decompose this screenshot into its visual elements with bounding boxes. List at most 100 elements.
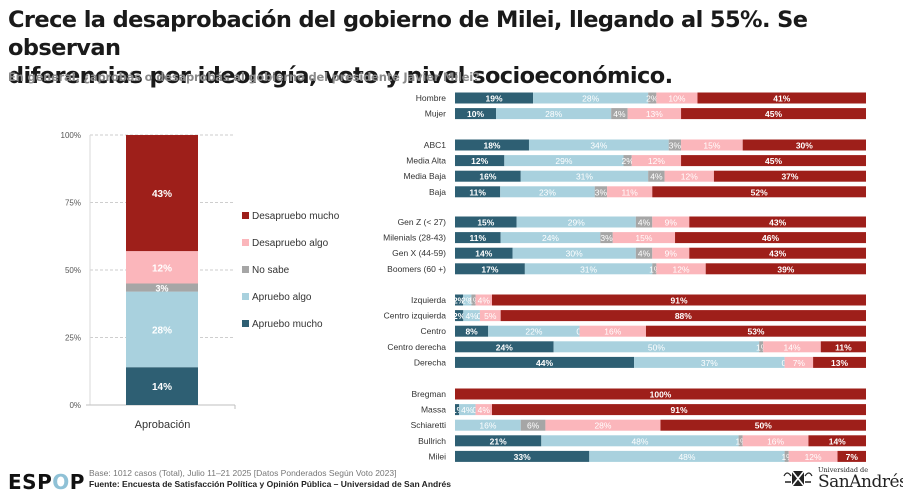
data-label: 4% xyxy=(465,311,478,321)
bar-segment-desapruebo-mucho xyxy=(837,450,866,462)
bar-segment-apruebo-algo xyxy=(634,356,785,368)
bar-segment-apruebo-mucho xyxy=(455,232,501,244)
bar-segment-apruebo-mucho xyxy=(455,108,497,120)
data-label: 21% xyxy=(490,436,507,446)
bar-segment-desapruebo-mucho xyxy=(689,216,866,228)
bar-segment-apruebo-mucho xyxy=(455,404,460,416)
data-label: 15% xyxy=(477,218,494,228)
data-label: 4% xyxy=(613,109,626,119)
row-label: Milenials (28-43) xyxy=(383,233,446,243)
bar-segment-apruebo-algo xyxy=(533,92,649,104)
bar-segment-no-sabe xyxy=(648,92,657,104)
row-label: Bullrich xyxy=(418,436,446,446)
data-label: 2% xyxy=(453,311,466,321)
row-label: Bregman xyxy=(412,389,447,399)
data-label: 19% xyxy=(486,94,503,104)
data-label: 43% xyxy=(152,189,172,200)
bar-segment-desapruebo-mucho xyxy=(645,325,866,337)
data-label: 11% xyxy=(621,187,638,197)
bar-segment-desapruebo-algo xyxy=(652,216,690,228)
data-label: 11% xyxy=(835,342,852,352)
bar-segment-no-sabe xyxy=(738,435,743,447)
legend-swatch-desapruebo-algo xyxy=(242,239,249,246)
y-tick-label: 0% xyxy=(69,401,81,410)
data-label: 91% xyxy=(670,296,687,306)
data-label: 2% xyxy=(621,156,634,166)
data-label: 31% xyxy=(576,172,593,182)
bar-segment-no-sabe xyxy=(594,186,608,198)
row-label: Derecha xyxy=(414,357,446,367)
data-label: 12% xyxy=(152,263,172,274)
data-label: 13% xyxy=(831,358,848,368)
data-label: 50% xyxy=(648,342,665,352)
data-label: 4% xyxy=(650,172,663,182)
bar-segment-no-sabe xyxy=(520,419,546,431)
bar-segment-apruebo-algo xyxy=(528,139,669,151)
data-label: 14% xyxy=(475,249,492,259)
row-label: Izquierda xyxy=(411,295,446,305)
row-label: Media Baja xyxy=(403,171,446,181)
bar-segment-desapruebo-mucho xyxy=(705,263,866,275)
x-category-label: Aprobación xyxy=(135,419,191,431)
bar-segment-desapruebo-mucho xyxy=(681,155,866,167)
bar-segment-apruebo-mucho xyxy=(455,310,464,322)
data-label: 7% xyxy=(846,452,859,462)
data-label: 1% xyxy=(468,296,481,306)
bar-segment-apruebo-mucho xyxy=(455,92,534,104)
data-label: 16% xyxy=(604,327,621,337)
bar-segment-desapruebo-mucho xyxy=(713,170,866,182)
data-label: 43% xyxy=(769,249,786,259)
bar-segment-no-sabe xyxy=(635,247,653,259)
bar-segment-no-sabe xyxy=(635,216,653,228)
question-subtitle: En general, ¿aprobás o desaprobás al gob… xyxy=(8,70,480,84)
bar-segment-desapruebo-mucho xyxy=(675,232,866,244)
bar-segment-apruebo-mucho xyxy=(455,341,554,353)
bar-segment-desapruebo-mucho xyxy=(455,388,866,400)
bar-segment-desapruebo-algo xyxy=(664,170,714,182)
bar-segment-no-sabe xyxy=(759,341,764,353)
bar-segment-desapruebo-mucho xyxy=(126,135,198,252)
bar-segment-no-sabe xyxy=(784,450,789,462)
bar-segment-desapruebo-mucho xyxy=(652,186,866,198)
bar-segment-desapruebo-algo xyxy=(656,92,698,104)
data-label: 12% xyxy=(681,172,698,182)
data-label: 13% xyxy=(646,109,663,119)
data-label: 16% xyxy=(479,172,496,182)
data-label: 45% xyxy=(765,109,782,119)
data-label: 45% xyxy=(765,156,782,166)
bar-segment-apruebo-algo xyxy=(553,341,760,353)
data-label: 3% xyxy=(600,233,613,243)
row-label: Mujer xyxy=(425,109,446,119)
bar-segment-desapruebo-mucho xyxy=(491,404,866,416)
bar-segment-apruebo-mucho xyxy=(455,139,529,151)
bar-segment-desapruebo-mucho xyxy=(697,92,866,104)
row-label: Boomers (60 +) xyxy=(387,264,446,274)
data-label: 10% xyxy=(668,94,685,104)
bar-segment-apruebo-mucho xyxy=(455,186,501,198)
page-title: Crece la desaprobación del gobierno de M… xyxy=(8,6,903,90)
bar-segment-apruebo-mucho xyxy=(455,325,489,337)
row-label: Gen X (44-59) xyxy=(392,248,446,258)
bar-segment-desapruebo-mucho xyxy=(742,139,866,151)
crest-icon xyxy=(783,470,813,487)
bar-segment-desapruebo-algo xyxy=(612,232,676,244)
data-label: 9% xyxy=(665,249,678,259)
data-label: 31% xyxy=(580,264,597,274)
bar-segment-apruebo-mucho xyxy=(455,435,542,447)
bar-segment-apruebo-algo xyxy=(500,232,601,244)
legend-swatch-apruebo-mucho xyxy=(242,320,249,327)
data-label: 53% xyxy=(747,327,764,337)
bar-segment-apruebo-algo xyxy=(459,404,476,416)
data-label: 30% xyxy=(796,141,813,151)
bar-segment-apruebo-algo xyxy=(126,291,198,368)
bar-segment-no-sabe xyxy=(471,294,476,306)
data-label: 23% xyxy=(539,187,556,197)
y-tick-label: 75% xyxy=(65,199,81,208)
data-label: 16% xyxy=(479,421,496,431)
data-label: 14% xyxy=(784,342,801,352)
data-label: 50% xyxy=(755,421,772,431)
data-label: 37% xyxy=(701,358,718,368)
bar-segment-desapruebo-algo xyxy=(126,251,198,284)
data-label: 8% xyxy=(465,327,478,337)
